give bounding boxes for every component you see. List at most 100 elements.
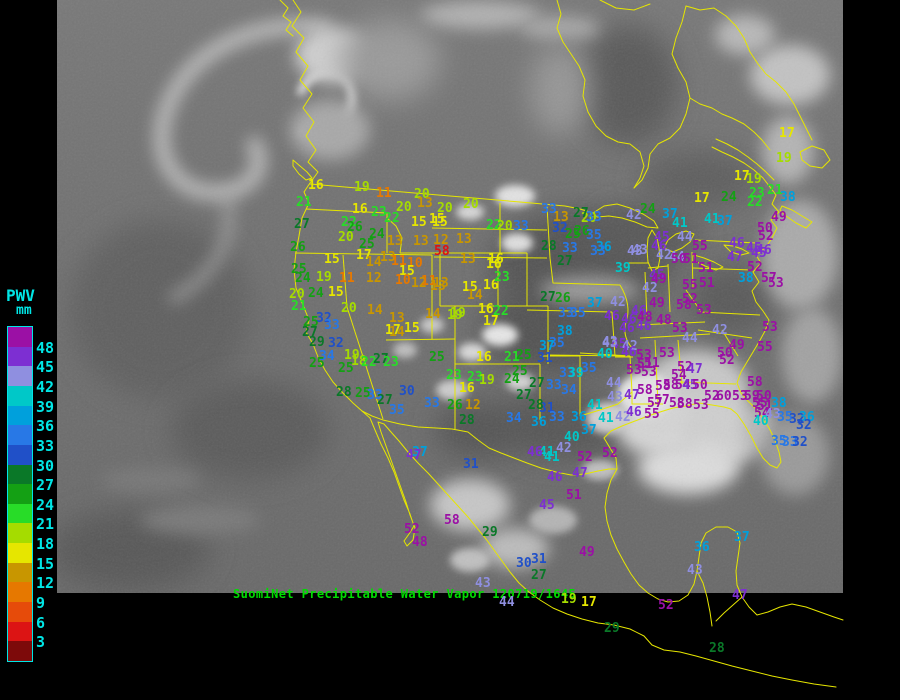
- station-value: 52: [577, 450, 593, 465]
- station-value: 27: [516, 388, 532, 403]
- station-value: 42: [656, 248, 672, 263]
- station-value: 46: [651, 239, 667, 254]
- station-value: 41: [539, 445, 555, 460]
- legend-swatch: [8, 582, 32, 603]
- station-value: 55: [752, 396, 768, 411]
- station-value: 14: [367, 303, 383, 318]
- station-value: 25: [512, 364, 528, 379]
- station-value: 48: [656, 313, 672, 328]
- station-value: 27: [294, 217, 310, 232]
- station-value: 46: [636, 319, 652, 334]
- station-value: 22: [486, 218, 502, 233]
- station-value: 52: [758, 229, 774, 244]
- station-value: 27: [557, 254, 573, 269]
- station-value: 33: [424, 396, 440, 411]
- station-value: 51: [644, 356, 660, 371]
- station-value: 33: [558, 306, 574, 321]
- station-value: 21: [291, 299, 307, 314]
- station-value: 12: [366, 271, 382, 286]
- station-value: 19: [447, 308, 463, 323]
- station-value: 28: [528, 398, 544, 413]
- station-value: 16: [483, 278, 499, 293]
- station-value: 45: [654, 230, 670, 245]
- station-value: 10: [407, 256, 423, 271]
- station-value: 26: [290, 240, 306, 255]
- station-value: 33: [586, 210, 602, 225]
- station-value: 17: [734, 169, 750, 184]
- station-value: 11: [421, 274, 437, 289]
- station-value: 27: [529, 376, 545, 391]
- map-noise: [57, 0, 843, 593]
- station-value: 20: [414, 187, 430, 202]
- station-value: 13: [553, 210, 569, 225]
- station-value: 33: [513, 219, 529, 234]
- coastline-outline: [279, 0, 844, 688]
- station-value: 18: [351, 354, 367, 369]
- station-value: 40: [597, 347, 613, 362]
- station-value: 58: [669, 396, 685, 411]
- station-value: 32: [552, 221, 568, 236]
- station-value: 27: [377, 393, 393, 408]
- station-value: 34: [561, 383, 577, 398]
- station-value: 53: [641, 365, 657, 380]
- station-value: 28: [336, 385, 352, 400]
- station-value: 46: [621, 312, 637, 327]
- station-value: 13: [430, 279, 446, 294]
- station-value: 51: [683, 252, 699, 267]
- station-value: 12: [465, 398, 481, 413]
- station-value: 25: [338, 361, 354, 376]
- station-value: 15: [399, 264, 415, 279]
- station-value: 19: [479, 373, 495, 388]
- station-value: 40: [753, 414, 769, 429]
- station-value: 46: [729, 236, 745, 251]
- station-value: 35: [389, 403, 405, 418]
- station-value: 17: [385, 323, 401, 338]
- station-value: 53: [626, 363, 642, 378]
- station-value: 20: [437, 201, 453, 216]
- legend-swatch: [8, 523, 32, 544]
- station-value: 55: [692, 239, 708, 254]
- station-value: 24: [308, 286, 324, 301]
- legend-swatch: [8, 385, 32, 406]
- station-value: 16: [478, 302, 494, 317]
- legend-label: 18: [36, 535, 55, 554]
- station-value: 30: [516, 556, 532, 571]
- station-value: 57: [761, 271, 777, 286]
- station-value: 29: [604, 621, 620, 636]
- station-value: 60: [716, 389, 732, 404]
- station-value: 55: [682, 278, 698, 293]
- station-value: 28: [459, 413, 475, 428]
- station-value: 44: [499, 595, 515, 610]
- station-value: 57: [647, 396, 663, 411]
- station-value: 43: [475, 576, 491, 591]
- station-value: 49: [651, 272, 667, 287]
- legend-swatch: [8, 641, 32, 661]
- station-value: 35: [777, 410, 793, 425]
- station-value: 17: [779, 126, 795, 141]
- station-value: 24: [295, 271, 311, 286]
- station-value: 51: [637, 357, 653, 372]
- station-value: 16: [308, 178, 324, 193]
- station-value: 52: [677, 360, 693, 375]
- legend-color-bar: [7, 326, 33, 662]
- station-value: 41: [598, 411, 614, 426]
- station-value: 37: [539, 339, 555, 354]
- station-value: 52: [704, 389, 720, 404]
- station-value: 11: [391, 254, 407, 269]
- station-value: 13: [460, 252, 476, 267]
- station-value: 51: [699, 276, 715, 291]
- station-value: 31: [539, 401, 555, 416]
- station-value: 33: [367, 388, 383, 403]
- station-value: 54: [754, 406, 770, 421]
- station-value: 15: [462, 280, 478, 295]
- station-value: 55: [757, 340, 773, 355]
- station-value: 37: [412, 445, 428, 460]
- station-value: 14: [425, 307, 441, 322]
- station-value: 42: [556, 441, 572, 456]
- station-value: 41: [704, 212, 720, 227]
- legend-swatch: [8, 562, 32, 583]
- station-value: 52: [602, 446, 618, 461]
- station-value: 26: [555, 291, 571, 306]
- station-value: 53: [768, 276, 784, 291]
- station-value: 22: [384, 211, 400, 226]
